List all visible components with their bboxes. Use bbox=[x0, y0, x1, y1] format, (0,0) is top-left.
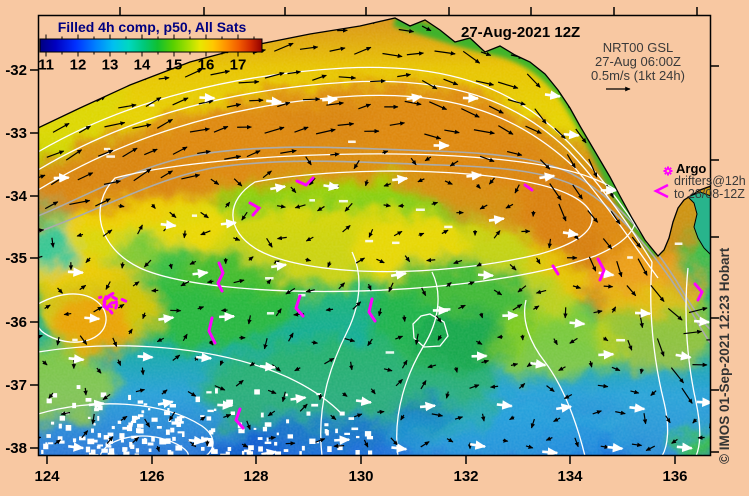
svg-text:126: 126 bbox=[139, 468, 164, 485]
argo-arrow-icon bbox=[653, 183, 669, 199]
svg-text:132: 132 bbox=[453, 468, 478, 485]
current-vectors-white bbox=[53, 90, 711, 456]
argo-legend: Argo drifters@12h to 28/08-12Z bbox=[655, 162, 746, 201]
argo-drifter-tracks bbox=[98, 176, 704, 430]
credit-text: © IMOS 01-Sep-2021 12:23 Hobart bbox=[717, 247, 732, 464]
svg-text:17: 17 bbox=[230, 57, 247, 74]
svg-text:124: 124 bbox=[34, 468, 60, 485]
svg-text:134: 134 bbox=[557, 468, 583, 485]
svg-text:128: 128 bbox=[243, 468, 268, 485]
model-name: NRT00 GSL bbox=[602, 40, 674, 55]
model-time: 27-Aug 06:00Z bbox=[594, 54, 681, 69]
argo-line1: drifters@12h bbox=[674, 174, 746, 188]
svg-text:11: 11 bbox=[38, 57, 54, 74]
svg-text:16: 16 bbox=[198, 57, 215, 74]
argo-line2: to 28/08-12Z bbox=[674, 187, 745, 201]
svg-text:-34: -34 bbox=[5, 188, 27, 205]
svg-text:12: 12 bbox=[70, 57, 87, 74]
model-info: NRT00 GSL 27-Aug 06:00Z 0.5m/s (1kt 24h) bbox=[580, 41, 696, 83]
svg-text:-33: -33 bbox=[5, 125, 27, 142]
svg-text:-37: -37 bbox=[5, 377, 27, 394]
legend-title: Filled 4h comp, p50, All Sats bbox=[57, 19, 247, 35]
svg-text:136: 136 bbox=[662, 468, 687, 485]
colorbar: 11 12 13 14 15 16 17 bbox=[38, 34, 263, 74]
axis-labels: 124 126 128 130 132 134 136 -32 -33 -34 -35 -36 -37 -… bbox=[5, 62, 687, 485]
plot-area bbox=[38, 15, 711, 456]
model-scale: 0.5m/s (1kt 24h) bbox=[591, 68, 685, 83]
svg-text:15: 15 bbox=[166, 57, 183, 74]
argo-title: Argo bbox=[676, 161, 707, 176]
bathymetry-contours bbox=[38, 146, 711, 345]
svg-text:-32: -32 bbox=[5, 62, 27, 79]
argo-float-icon bbox=[663, 166, 673, 176]
svg-text:-35: -35 bbox=[5, 250, 27, 267]
svg-text:-36: -36 bbox=[5, 314, 27, 331]
axes bbox=[30, 7, 719, 464]
svg-text:-38: -38 bbox=[5, 440, 27, 457]
svg-text:130: 130 bbox=[348, 468, 373, 485]
gulf-water bbox=[687, 191, 711, 256]
svg-text:14: 14 bbox=[134, 57, 151, 74]
date-label: 27-Aug-2021 12Z bbox=[461, 24, 581, 41]
svg-text:13: 13 bbox=[102, 57, 119, 74]
